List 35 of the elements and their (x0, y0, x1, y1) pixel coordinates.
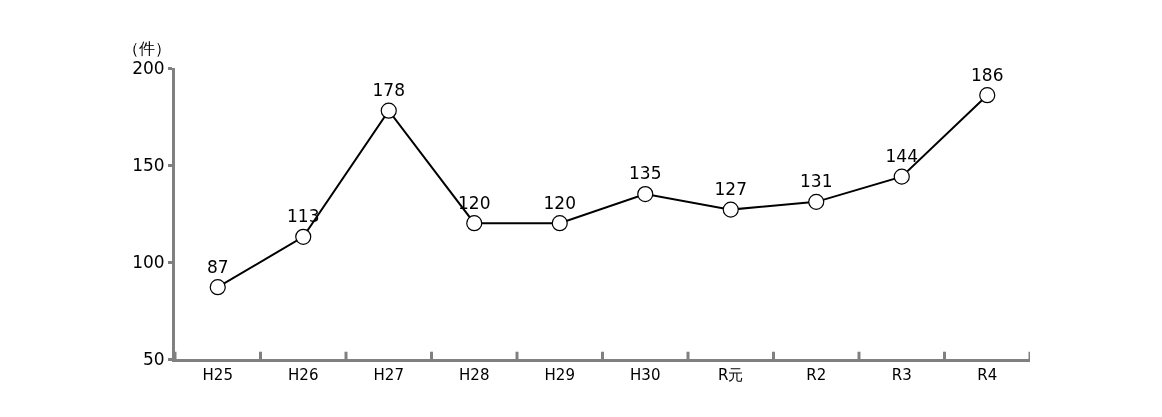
data-label: 87 (206, 256, 229, 277)
point (209, 279, 226, 296)
point (808, 193, 825, 210)
y-tick-label: 50 (142, 348, 165, 369)
data-label: 127 (714, 178, 747, 199)
point (893, 168, 910, 185)
data-label: 178 (372, 80, 405, 101)
data-label: 144 (885, 146, 918, 167)
point (979, 87, 996, 104)
point (551, 215, 568, 232)
x-tick-label: R3 (891, 366, 912, 384)
x-tick-label: H29 (544, 366, 575, 384)
data-label: 135 (629, 163, 662, 184)
point (722, 201, 739, 218)
point (637, 186, 654, 203)
y-tick-label: 150 (132, 154, 165, 175)
x-tick-label: H28 (459, 366, 490, 384)
x-tick-label: H30 (630, 366, 661, 384)
x-tick-label: H27 (373, 366, 404, 384)
y-tick-label: 100 (132, 251, 165, 272)
x-tick-label: R元 (718, 366, 744, 384)
point (466, 215, 483, 232)
x-tick-label: R4 (977, 366, 998, 384)
y-axis-title: （件） (123, 39, 171, 58)
data-label: 113 (287, 206, 320, 227)
x-tick-label: H25 (202, 366, 233, 384)
point (380, 102, 397, 119)
data-label: 120 (458, 192, 491, 213)
data-label: 131 (800, 171, 833, 192)
x-tick-label: R2 (806, 366, 827, 384)
data-label: 186 (971, 64, 1004, 85)
point (295, 228, 312, 245)
data-label: 120 (543, 192, 576, 213)
x-tick-label: H26 (288, 366, 319, 384)
y-tick-label: 200 (132, 57, 165, 78)
